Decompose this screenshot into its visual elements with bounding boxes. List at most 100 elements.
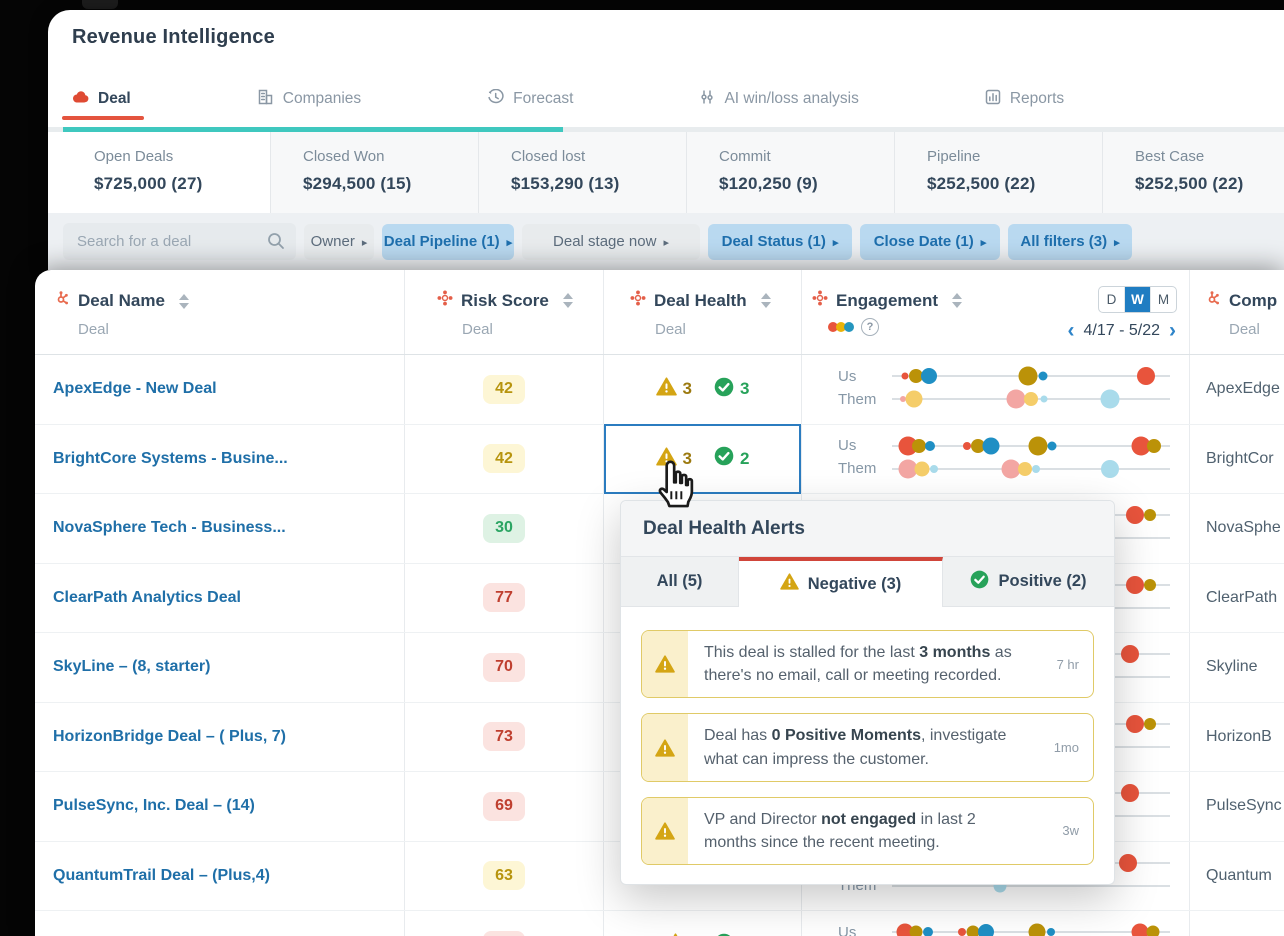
- engagement-dot-olive: [909, 925, 923, 936]
- sort-icon[interactable]: [562, 293, 573, 308]
- negative-count: 3: [682, 448, 692, 468]
- cards-scroll-track[interactable]: [48, 127, 1284, 132]
- hubspot-sprocket-icon: [1204, 290, 1221, 312]
- column-header-company[interactable]: Comp Deal: [1190, 270, 1284, 354]
- risk-score-cell: 42: [405, 355, 604, 424]
- deal-health-cell[interactable]: [604, 911, 802, 936]
- deal-name-link[interactable]: ClearPath Analytics Deal: [53, 588, 241, 606]
- alert-card: This deal is stalled for the last 3 mont…: [641, 630, 1094, 699]
- popup-tab-positive[interactable]: Positive (2): [943, 557, 1114, 607]
- deal-name-link[interactable]: HorizonBridge Deal – ( Plus, 7): [53, 727, 286, 745]
- engagement-dot-olive: [1018, 366, 1038, 386]
- ai-score-icon: [437, 290, 453, 311]
- column-header-engagement[interactable]: Engagement ? D W M ‹ 4/17 - 5/22 ›: [802, 270, 1190, 354]
- sort-icon[interactable]: [178, 293, 189, 309]
- column-header-risk-score[interactable]: Risk Score Deal: [405, 270, 604, 354]
- card-best-case[interactable]: Best Case $252,500 (22): [1102, 132, 1284, 213]
- deal-name-link[interactable]: SkyLine – (8, starter): [53, 658, 211, 676]
- deal-name-link[interactable]: QuantumTrail Deal – (Plus,4): [53, 866, 270, 884]
- ai-score-icon: [630, 290, 646, 311]
- tab-forecast[interactable]: Forecast: [487, 88, 574, 110]
- risk-score-cell: [405, 911, 604, 936]
- filter-deal-stage[interactable]: Deal stage now ▸: [522, 223, 700, 260]
- legend-dot-blue: [844, 322, 854, 332]
- card-open-deals[interactable]: Open Deals $725,000 (27): [62, 132, 270, 213]
- deal-name-cell: [35, 911, 405, 936]
- chevron-right-icon[interactable]: ›: [1169, 319, 1176, 342]
- engagement-us-label: Us: [838, 367, 857, 385]
- engagement-dot-yellow: [1024, 392, 1038, 406]
- period-day-button[interactable]: D: [1106, 292, 1117, 307]
- engagement-dot-olive: [911, 438, 926, 453]
- building-icon: [257, 89, 274, 110]
- card-value: $120,250 (9): [719, 174, 818, 193]
- column-header-deal-health[interactable]: Deal Health Deal: [604, 270, 802, 354]
- hubspot-sprocket-icon: [53, 290, 70, 312]
- filter-owner[interactable]: Owner ▸: [304, 223, 374, 260]
- cards-scroll-thumb[interactable]: [63, 127, 563, 132]
- filter-close-date[interactable]: Close Date (1) ▸: [860, 223, 1000, 260]
- engagement-dot-blue: [1047, 441, 1057, 450]
- card-pipeline[interactable]: Pipeline $252,500 (22): [894, 132, 1102, 213]
- card-commit[interactable]: Commit $120,250 (9): [686, 132, 894, 213]
- sliders-icon: [699, 89, 715, 110]
- deal-health-alerts-popup: Deal Health Alerts All (5) Negative (3) …: [620, 500, 1115, 885]
- deal-name-link[interactable]: PulseSync, Inc. Deal – (14): [53, 797, 255, 815]
- card-closed-won[interactable]: Closed Won $294,500 (15): [270, 132, 478, 213]
- warning-icon: [779, 573, 799, 595]
- filter-deal-status[interactable]: Deal Status (1) ▸: [708, 223, 852, 260]
- sort-icon[interactable]: [952, 293, 963, 308]
- deal-name-link[interactable]: ApexEdge - New Deal: [53, 380, 217, 398]
- column-title: Comp: [1229, 291, 1278, 310]
- engagement-dot-olive: [1028, 923, 1046, 936]
- company-name: PulseSync: [1206, 797, 1282, 815]
- chevron-right-icon: ▸: [663, 236, 669, 249]
- deal-name-link[interactable]: BrightCore Systems - Busine...: [53, 449, 288, 467]
- engagement-timeline: [892, 389, 1170, 409]
- popup-tab-all[interactable]: All (5): [621, 557, 739, 607]
- company-cell: NovaSphe: [1190, 494, 1284, 563]
- engagement-dot-olive: [1143, 509, 1156, 521]
- engagement-dot-red: [1137, 367, 1156, 385]
- period-week-button[interactable]: W: [1124, 287, 1150, 312]
- engagement-cell: Us Them: [802, 424, 1190, 493]
- filter-all-filters[interactable]: All filters (3) ▸: [1008, 223, 1132, 260]
- card-label: Pipeline: [927, 148, 981, 165]
- column-subtitle: Deal: [78, 321, 109, 338]
- deal-name-cell: QuantumTrail Deal – (Plus,4): [35, 841, 405, 910]
- engagement-dot-pink: [1001, 459, 1021, 478]
- tab-label: Forecast: [513, 90, 574, 107]
- search-icon[interactable]: [266, 231, 286, 256]
- tab-reports[interactable]: Reports: [985, 89, 1064, 110]
- deal-name-cell: BrightCore Systems - Busine...: [35, 424, 405, 493]
- column-header-deal-name[interactable]: Deal Name Deal: [35, 270, 405, 354]
- tab-ai-winloss[interactable]: AI win/loss analysis: [699, 89, 859, 110]
- popup-body: This deal is stalled for the last 3 mont…: [621, 607, 1114, 866]
- positive-count: 3: [740, 379, 750, 399]
- period-month-button[interactable]: M: [1150, 287, 1176, 312]
- company-cell: ApexEdge: [1190, 355, 1284, 424]
- deal-name-link[interactable]: NovaSphere Tech - Business...: [53, 519, 286, 537]
- risk-score-badge: 42: [483, 444, 525, 474]
- sort-icon[interactable]: [760, 293, 771, 308]
- tab-label: AI win/loss analysis: [724, 90, 859, 107]
- chevron-right-icon: ▸: [980, 236, 987, 249]
- popup-tab-negative[interactable]: Negative (3): [739, 557, 943, 607]
- chevron-right-icon: ▸: [832, 236, 839, 249]
- help-icon[interactable]: ?: [861, 318, 879, 336]
- warning-icon: [642, 797, 688, 865]
- card-closed-lost[interactable]: Closed lost $153,290 (13): [478, 132, 686, 213]
- period-toggle: D W M: [1098, 286, 1177, 313]
- chevron-left-icon[interactable]: ‹: [1067, 319, 1075, 342]
- filter-deal-pipeline[interactable]: Deal Pipeline (1) ▸: [382, 223, 514, 260]
- alert-text: Deal has 0 Positive Moments, investigate…: [704, 727, 1007, 768]
- tab-companies[interactable]: Companies: [257, 89, 361, 110]
- deal-name-cell: ApexEdge - New Deal: [35, 355, 405, 424]
- tab-label: Reports: [1009, 90, 1065, 107]
- search-input[interactable]: [63, 223, 296, 260]
- tab-deal[interactable]: Deal: [72, 90, 131, 109]
- table-row: BrightCore Systems - Busine... 42 3 2 Us Them…: [35, 423, 1284, 494]
- company-cell: [1190, 911, 1284, 936]
